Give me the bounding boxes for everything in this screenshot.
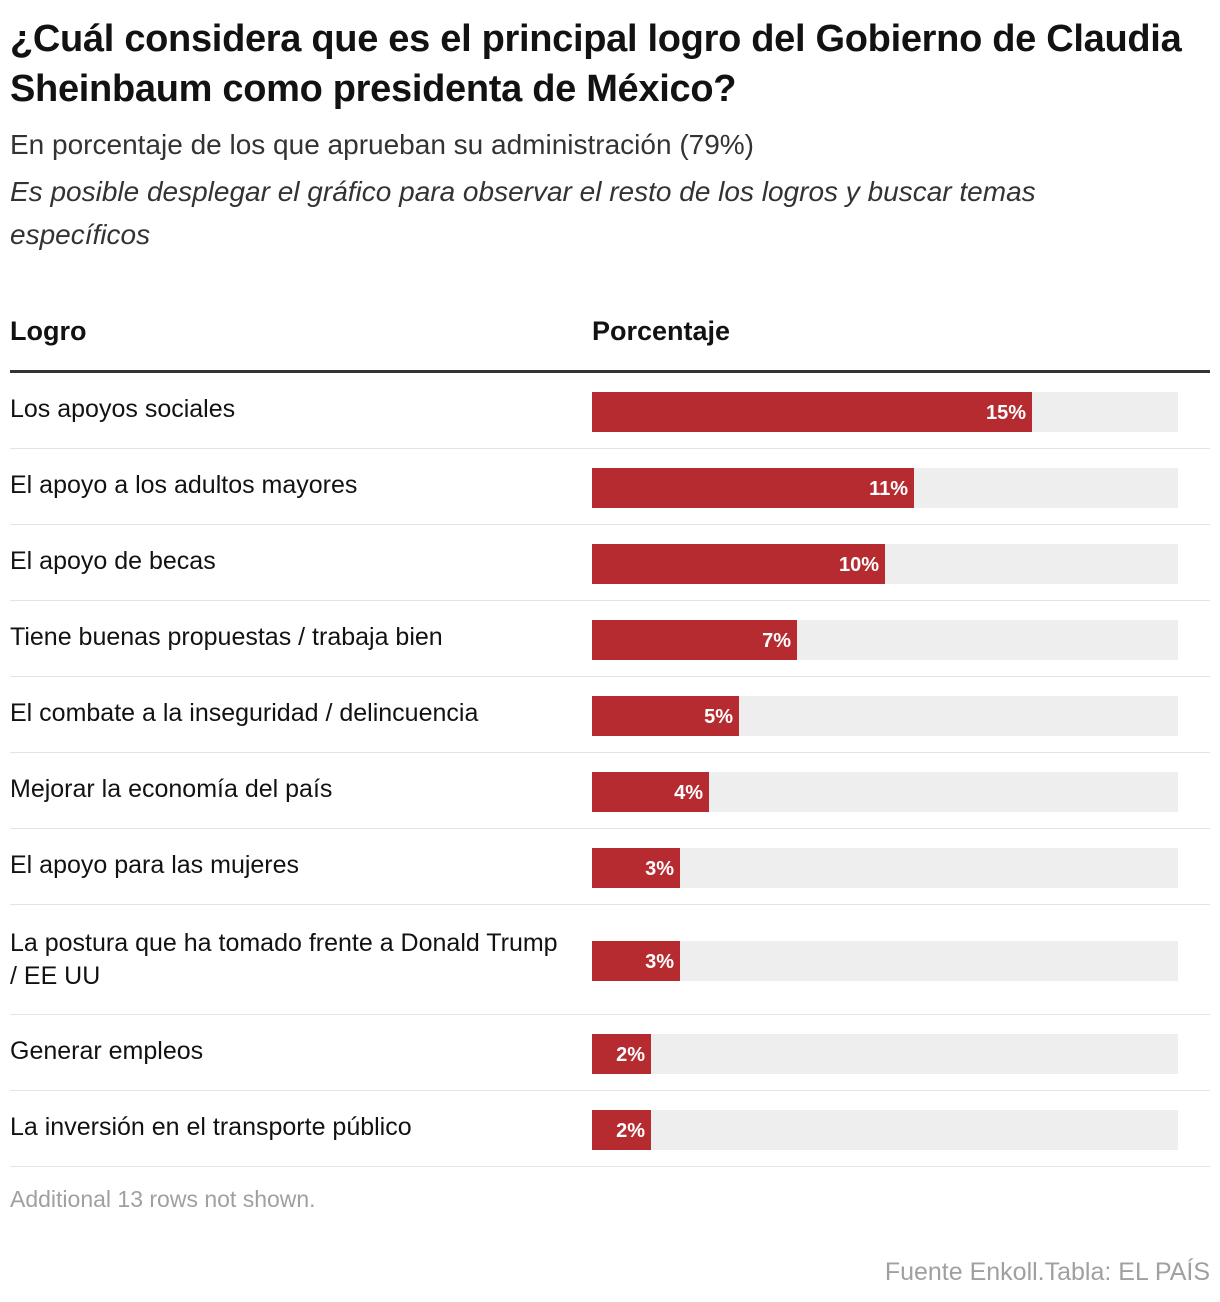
chart-subtitle: En porcentaje de los que aprueban su adm…: [10, 129, 755, 160]
row-label: El apoyo de becas: [10, 547, 216, 575]
row-label: Los apoyos sociales: [10, 395, 236, 423]
table-row: Los apoyos sociales 15%: [10, 373, 1210, 449]
bar-track: 3%: [592, 941, 1178, 981]
bar: 7%: [592, 620, 797, 660]
bar-value-label: 2%: [616, 1120, 645, 1142]
bar-value-label: 3%: [645, 858, 674, 880]
bar-value-label: 2%: [616, 1044, 645, 1066]
row-label: El apoyo para las mujeres: [10, 851, 300, 879]
table-row: Generar empleos 2%: [10, 1015, 1210, 1091]
bar-track: 3%: [592, 848, 1178, 888]
bar-track: 7%: [592, 620, 1178, 660]
bar: 2%: [592, 1110, 651, 1150]
bar: 5%: [592, 696, 739, 736]
bar-value-label: 10%: [838, 554, 879, 576]
bar-value-label: 7%: [762, 630, 791, 652]
table-row: Mejorar la economía del país 4%: [10, 753, 1210, 829]
bar: 3%: [592, 848, 680, 888]
bar-track: 5%: [592, 696, 1178, 736]
bar-value-label: 11%: [869, 478, 908, 500]
row-label: El combate a la inseguridad / delincuenc…: [10, 699, 479, 727]
table-row: La inversión en el transporte público 2%: [10, 1091, 1210, 1167]
bar: 15%: [592, 392, 1032, 432]
bar-track: 10%: [592, 544, 1178, 584]
more-rows-note: Additional 13 rows not shown.: [10, 1186, 316, 1212]
bar-track: 2%: [592, 1034, 1178, 1074]
chart-title: ¿Cuál considera que es el principal logr…: [10, 18, 1182, 110]
column-header-logro[interactable]: Logro: [10, 316, 87, 346]
row-label: La postura que ha tomado frente a Donald…: [10, 929, 558, 990]
table-row: El combate a la inseguridad / delincuenc…: [10, 677, 1210, 753]
row-label: Mejorar la economía del país: [10, 775, 333, 803]
bar: 11%: [592, 468, 914, 508]
bar-track: 15%: [592, 392, 1178, 432]
bar: 4%: [592, 772, 709, 812]
bar: 2%: [592, 1034, 651, 1074]
bar: 10%: [592, 544, 885, 584]
table-row: La postura que ha tomado frente a Donald…: [10, 905, 1210, 1015]
row-label: Generar empleos: [10, 1037, 204, 1065]
table-row: El apoyo a los adultos mayores 11%: [10, 449, 1210, 525]
bar-value-label: 15%: [985, 402, 1026, 424]
bar-track: 4%: [592, 772, 1178, 812]
bar: 3%: [592, 941, 680, 981]
table-row: El apoyo para las mujeres 3%: [10, 829, 1210, 905]
bar-value-label: 4%: [674, 782, 703, 804]
header-divider: [10, 370, 1210, 373]
table-row: El apoyo de becas 10%: [10, 525, 1210, 601]
source-credit: Fuente Enkoll.Tabla: EL PAÍS: [884, 1258, 1210, 1286]
table-row: Tiene buenas propuestas / trabaja bien 7%: [10, 601, 1210, 677]
column-header-porcentaje[interactable]: Porcentaje: [592, 316, 731, 346]
row-label: El apoyo a los adultos mayores: [10, 471, 358, 499]
bar-value-label: 3%: [645, 951, 674, 973]
bar-value-label: 5%: [704, 706, 733, 728]
chart-note: Es posible desplegar el gráfico para obs…: [10, 176, 1036, 250]
bar-track: 11%: [592, 468, 1178, 508]
row-label: Tiene buenas propuestas / trabaja bien: [10, 623, 443, 651]
row-label: La inversión en el transporte público: [10, 1113, 412, 1141]
bar-track: 2%: [592, 1110, 1178, 1150]
